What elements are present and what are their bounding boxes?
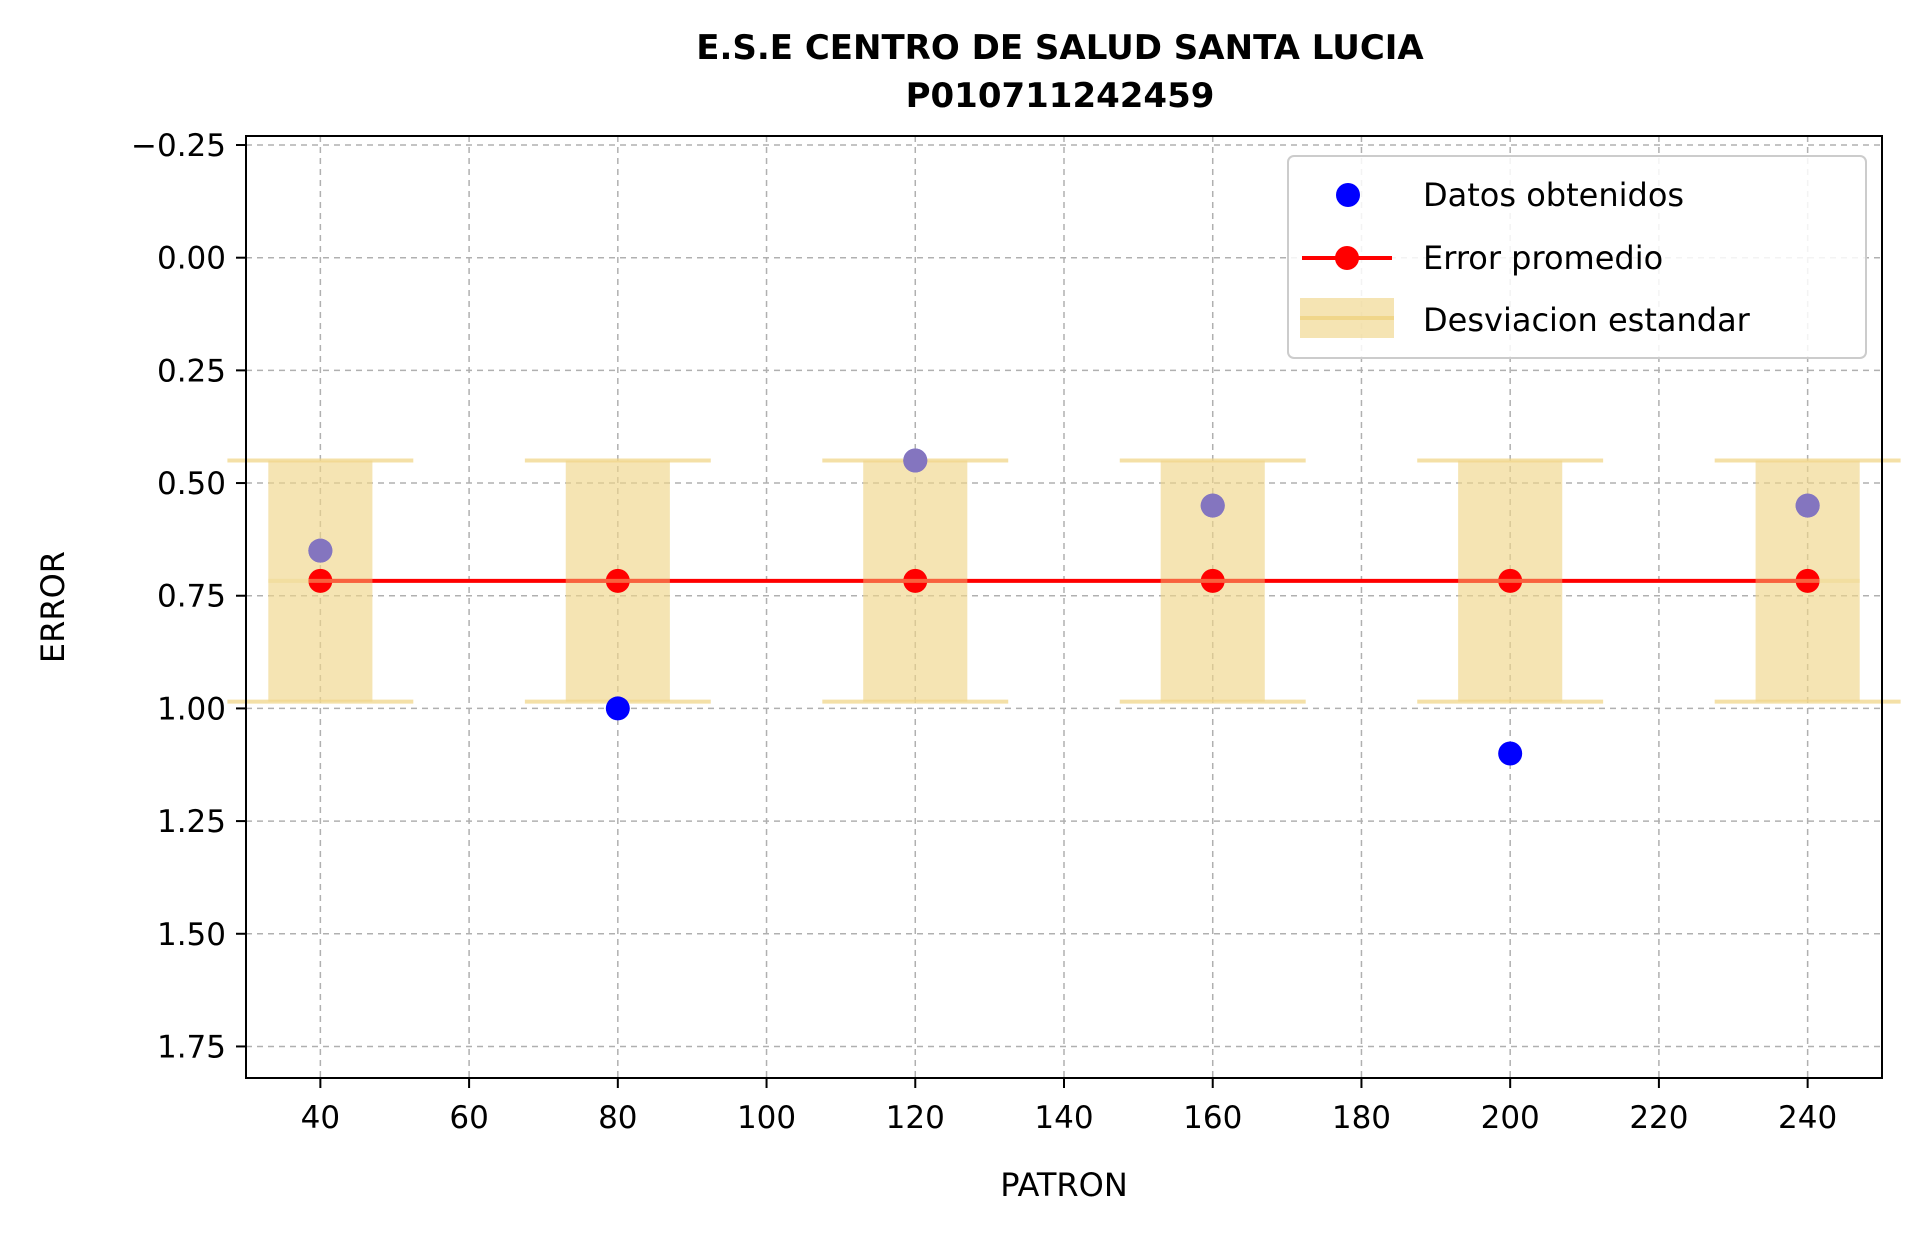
data-points-layer bbox=[308, 448, 1820, 766]
legend-label-data-points: Datos obtenidos bbox=[1423, 176, 1684, 214]
y-tick-label: 1.75 bbox=[157, 1029, 226, 1065]
average-error-point bbox=[1498, 568, 1523, 593]
y-tick-label: 1.50 bbox=[157, 917, 226, 953]
x-tick-label: 200 bbox=[1481, 1100, 1540, 1136]
x-tick-label: 220 bbox=[1629, 1100, 1688, 1136]
data-point-overlay bbox=[903, 448, 928, 473]
average-error-point bbox=[903, 568, 928, 593]
y-tick-label: 0.50 bbox=[157, 466, 226, 502]
x-tick-label: 100 bbox=[737, 1100, 796, 1136]
x-tick-label: 80 bbox=[598, 1100, 637, 1136]
average-error-point bbox=[605, 568, 630, 593]
y-axis-ticks: −0.25 0.00 0.25 0.50 0.75 1.00 1.25 1.50 1.75 bbox=[131, 128, 246, 1065]
chart-subtitle: P010711242459 bbox=[906, 76, 1215, 116]
data-point-overlay bbox=[308, 538, 333, 563]
average-error-point bbox=[308, 568, 333, 593]
x-tick-label: 120 bbox=[886, 1100, 945, 1136]
y-axis-label: ERROR bbox=[34, 551, 72, 663]
x-tick-label: 160 bbox=[1183, 1100, 1242, 1136]
legend: Datos obtenidos Error promedio Desviacio… bbox=[1287, 155, 1867, 359]
data-point-overlay bbox=[1795, 493, 1820, 518]
x-tick-label: 240 bbox=[1778, 1100, 1837, 1136]
chart-title: E.S.E CENTRO DE SALUD SANTA LUCIA bbox=[696, 28, 1424, 68]
average-error-point bbox=[1200, 568, 1225, 593]
legend-marker-average-dot bbox=[1335, 246, 1359, 270]
y-tick-label: 1.25 bbox=[157, 804, 226, 840]
average-error-point bbox=[1795, 568, 1820, 593]
legend-label-average: Error promedio bbox=[1423, 239, 1663, 277]
x-tick-label: 40 bbox=[301, 1100, 340, 1136]
y-tick-label: 0.00 bbox=[157, 241, 226, 277]
x-tick-label: 60 bbox=[449, 1100, 488, 1136]
x-tick-label: 180 bbox=[1332, 1100, 1391, 1136]
x-axis-ticks: 40 60 80 100 120 140 160 180 200 220 240 bbox=[301, 1078, 1837, 1136]
average-error-layer bbox=[268, 568, 1860, 593]
legend-marker-data-points bbox=[1336, 183, 1360, 207]
data-point-overlay bbox=[1200, 493, 1225, 518]
y-tick-label: −0.25 bbox=[131, 128, 226, 164]
x-tick-label: 140 bbox=[1034, 1100, 1093, 1136]
y-tick-label: 0.25 bbox=[157, 353, 226, 389]
y-tick-label: 0.75 bbox=[157, 579, 226, 615]
data-point bbox=[1498, 741, 1523, 766]
legend-frame bbox=[1287, 155, 1867, 359]
legend-label-std: Desviacion estandar bbox=[1423, 301, 1751, 339]
x-axis-label: PATRON bbox=[1000, 1166, 1128, 1204]
data-point bbox=[605, 696, 630, 721]
y-tick-label: 1.00 bbox=[157, 691, 226, 727]
